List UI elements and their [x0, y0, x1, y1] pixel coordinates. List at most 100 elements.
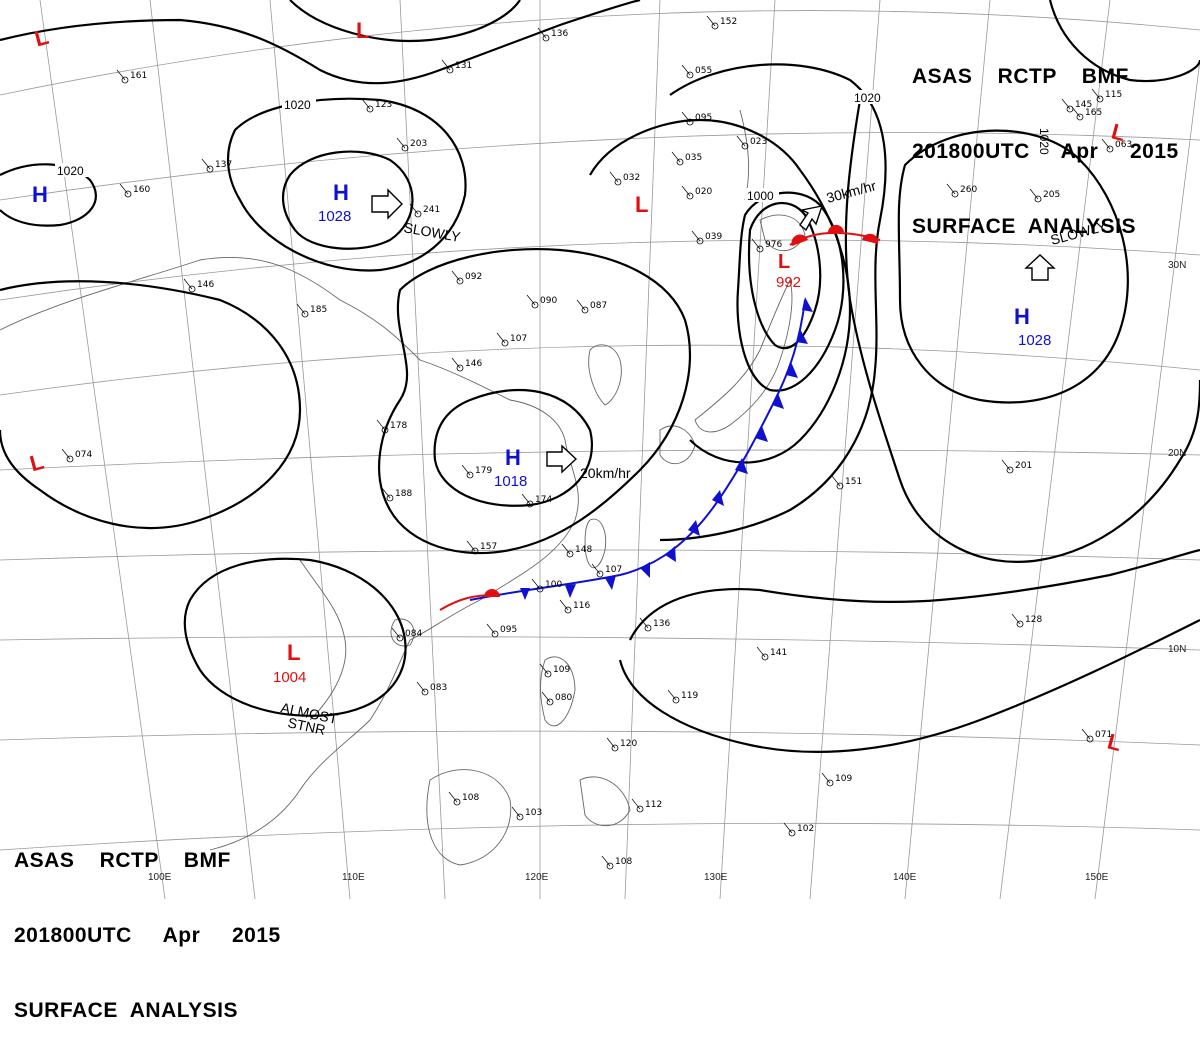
- station-plot: 095: [486, 623, 517, 638]
- isobar-low-south: [183, 557, 407, 717]
- low-center-letter: L: [1105, 729, 1124, 757]
- isobar-high-central: [433, 388, 593, 507]
- isobar-north: [0, 0, 641, 85]
- wind-barb-icon: [1081, 728, 1091, 740]
- wind-barb-icon: [601, 855, 611, 867]
- station-circle-icon: [401, 144, 409, 152]
- station-circle-icon: [826, 779, 834, 787]
- station-circle-icon: [711, 22, 719, 30]
- parallel-5n: [0, 730, 1200, 746]
- meridian-130e: [719, 0, 776, 899]
- station-plot: 123: [361, 98, 392, 113]
- station-pressure: 095: [695, 113, 712, 123]
- station-circle-icon: [606, 862, 614, 870]
- coast-sakhalin: [739, 109, 750, 201]
- station-pressure: 039: [705, 232, 722, 242]
- station-plot: 039: [691, 230, 722, 245]
- station-plot: 023: [736, 135, 767, 150]
- low-center-value: 1004: [273, 669, 306, 686]
- station-pressure: 095: [500, 625, 517, 635]
- station-pressure: 141: [770, 648, 787, 658]
- wind-barb-icon: [681, 64, 691, 76]
- station-circle-icon: [66, 455, 74, 463]
- station-circle-icon: [676, 158, 684, 166]
- station-circle-icon: [456, 277, 464, 285]
- station-plot: 100: [531, 578, 562, 593]
- station-circle-icon: [446, 66, 454, 74]
- station-pressure: 178: [390, 421, 407, 431]
- station-pressure: 107: [510, 334, 527, 344]
- wind-barb-icon: [1061, 98, 1071, 110]
- station-circle-icon: [546, 698, 554, 706]
- station-plot: 131: [441, 59, 472, 74]
- station-plot: 160: [119, 183, 150, 198]
- header-line-1: ASAS RCTP BMF: [912, 65, 1129, 88]
- wind-barb-icon: [539, 663, 549, 675]
- arrow-north-icon: [1024, 254, 1056, 281]
- wind-barb-icon: [691, 230, 701, 242]
- station-plot: 136: [639, 617, 670, 632]
- station-pressure: 260: [960, 185, 977, 195]
- station-pressure: 203: [410, 139, 427, 149]
- station-plot: 087: [576, 299, 607, 314]
- wind-barb-icon: [541, 691, 551, 703]
- station-plot: 071: [1081, 728, 1112, 743]
- coast-korea: [588, 344, 622, 406]
- lon-label: 120E: [525, 872, 549, 883]
- parallel-30n: [0, 239, 1200, 301]
- isobar-south-big: [629, 548, 1200, 641]
- coast-borneo: [426, 769, 512, 866]
- wind-barb-icon: [61, 448, 71, 460]
- station-circle-icon: [456, 364, 464, 372]
- weather-map: 161 160 185 146 137 203 241 131 123 136 152 055 095 0…: [0, 0, 1200, 899]
- movement-label: 30km/hr: [825, 177, 878, 206]
- meridian-105e: [149, 0, 256, 899]
- station-plot: 109: [539, 663, 570, 678]
- coast-luzon: [540, 656, 576, 727]
- station-pressure: 205: [1043, 190, 1060, 200]
- wind-barb-icon: [511, 806, 521, 818]
- high-center-value: 1028: [318, 208, 351, 225]
- low-center-letter: L: [635, 192, 648, 217]
- station-circle-icon: [453, 798, 461, 806]
- wind-barb-icon: [783, 822, 793, 834]
- station-plot: 174: [521, 493, 552, 508]
- wind-barb-icon: [681, 185, 691, 197]
- wind-barb-icon: [1029, 188, 1039, 200]
- isobar-labels: 1020 1020 1020 1000 1020: [55, 90, 1051, 203]
- lon-label: 100E: [148, 872, 172, 883]
- station-plot: 092: [451, 270, 482, 285]
- station-circle-icon: [124, 190, 132, 198]
- wind-barb-icon: [667, 689, 677, 701]
- station-circle-icon: [206, 165, 214, 173]
- station-circle-icon: [516, 813, 524, 821]
- station-plots: 161 160 185 146 137 203 241 131 123 136 152 055 095 0…: [61, 15, 1132, 870]
- meridian-135e: [809, 0, 881, 899]
- meridian-125e: [624, 0, 661, 899]
- wind-barb-icon: [831, 475, 841, 487]
- wind-barb-icon: [396, 137, 406, 149]
- station-circle-icon: [686, 118, 694, 126]
- wind-barb-icon: [1011, 613, 1021, 625]
- isobar-label: 1000: [747, 189, 774, 203]
- arrow-east-icon: [371, 188, 403, 220]
- station-pressure: 179: [475, 466, 492, 476]
- station-pressure: 160: [133, 185, 150, 195]
- isobar-high-nw-outer: [226, 97, 467, 272]
- wind-barb-icon: [1101, 138, 1111, 150]
- coast-honshu: [694, 278, 793, 433]
- high-center-value: 1028: [1018, 332, 1051, 349]
- station-plot: 185: [296, 303, 327, 318]
- station-plot: 055: [681, 64, 712, 79]
- station-circle-icon: [1096, 95, 1104, 103]
- station-circle-icon: [1086, 735, 1094, 743]
- station-pressure: 128: [1025, 615, 1042, 625]
- coast-kyushu: [659, 425, 696, 465]
- station-circle-icon: [644, 624, 652, 632]
- station-pressure: 102: [797, 824, 814, 834]
- isobar-low-1000: [736, 191, 845, 392]
- isobar-label: 1020: [284, 98, 311, 112]
- station-plot: 103: [511, 806, 542, 821]
- station-pressure: 084: [405, 629, 422, 639]
- wind-barb-icon: [706, 15, 716, 27]
